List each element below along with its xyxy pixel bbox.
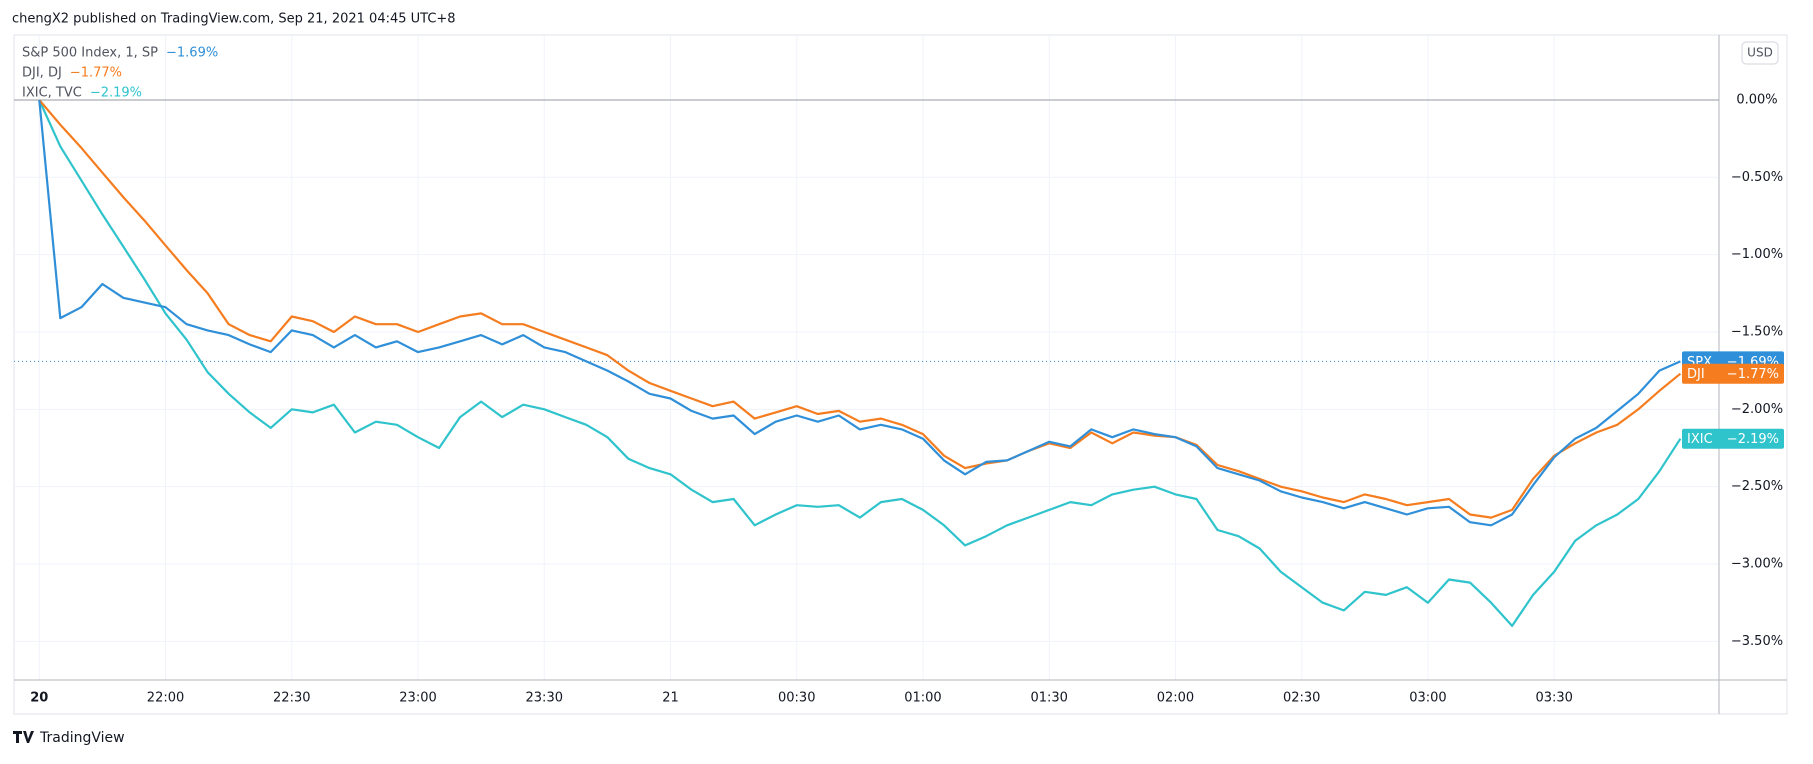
price-tag (1682, 363, 1784, 384)
currency-button[interactable] (1741, 41, 1779, 65)
series-line (38, 99, 1682, 519)
legend-name: IXIC, TVC (22, 86, 82, 101)
x-tick-label: 03:00 (1409, 691, 1446, 706)
grid (14, 35, 1719, 680)
series-line (38, 99, 1681, 527)
brand-logo (13, 731, 34, 743)
legend-value: −1.77% (70, 66, 122, 81)
legend-value: −2.19% (90, 86, 142, 101)
y-tick-label: −1.00% (1731, 247, 1783, 262)
x-tick-label: 21 (662, 691, 679, 706)
price-tag-value: −2.19% (1727, 432, 1779, 447)
currency-label[interactable]: USD (1747, 46, 1773, 60)
legend-name: S&P 500 Index, 1, SP (22, 46, 158, 61)
x-tick-label: 22:00 (147, 691, 184, 706)
price-tag-symbol: DJI (1687, 367, 1705, 382)
chart-frame (13, 34, 1788, 715)
y-tick-label: −3.50% (1731, 634, 1783, 649)
x-tick-label: 03:30 (1535, 691, 1572, 706)
y-tick-label: 0.00% (1736, 92, 1777, 107)
x-tick-label: 23:00 (399, 691, 436, 706)
price-tag (1682, 428, 1784, 449)
y-tick-label: −2.00% (1731, 402, 1783, 417)
x-tick-label: 22:30 (273, 691, 310, 706)
x-tick-label: 20 (30, 691, 48, 706)
x-tick-label: 00:30 (778, 691, 815, 706)
legend-name: DJI, DJ (22, 66, 62, 81)
y-tick-label: −3.00% (1731, 556, 1783, 571)
y-tick-label: −0.50% (1731, 170, 1783, 185)
price-tag-symbol: IXIC (1687, 432, 1713, 447)
x-tick-label: 02:30 (1283, 691, 1320, 706)
y-tick-label: −2.50% (1731, 479, 1783, 494)
price-tag-value: −1.77% (1727, 367, 1779, 382)
footer-brand: TradingView (39, 730, 125, 746)
x-tick-label: 02:00 (1157, 691, 1194, 706)
x-tick-label: 01:30 (1030, 691, 1067, 706)
y-tick-label: −1.50% (1731, 324, 1783, 339)
x-tick-label: 23:30 (526, 691, 563, 706)
x-tick-label: 01:00 (904, 691, 941, 706)
header-text: chengX2 published on TradingView.com, Se… (12, 12, 456, 27)
series-line (38, 99, 1682, 627)
legend-value: −1.69% (166, 46, 218, 61)
